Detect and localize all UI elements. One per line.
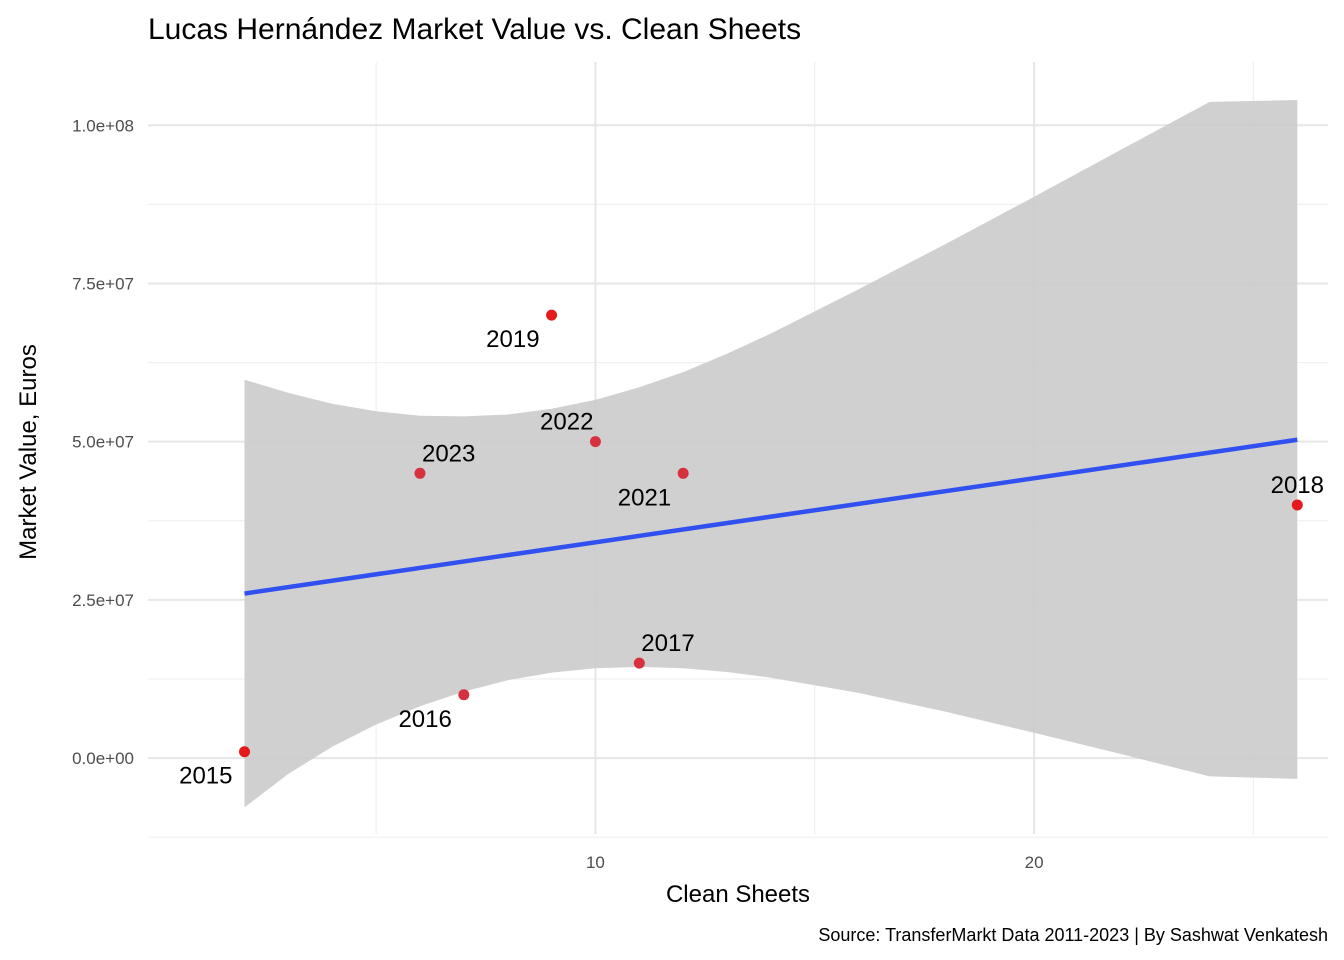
y-tick-label: 5.0e+07 [72, 433, 134, 452]
point-label: 2022 [540, 409, 593, 436]
chart-title: Lucas Hernández Market Value vs. Clean S… [148, 13, 801, 46]
data-point [239, 746, 251, 758]
point-label: 2015 [179, 763, 232, 790]
data-point [546, 309, 558, 321]
point-label: 2016 [398, 706, 451, 733]
y-tick-label: 0.0e+00 [72, 749, 134, 768]
confidence-band-layer [244, 100, 1298, 808]
point-label: 2021 [618, 484, 671, 511]
confidence-band [244, 100, 1298, 808]
x-tick-label: 10 [586, 853, 605, 872]
x-tick-label: 20 [1025, 853, 1044, 872]
data-point [458, 689, 470, 701]
y-tick-label: 1.0e+08 [72, 116, 134, 135]
point-labels-layer: 2015 2016 2017 2018 2019 2021 2022 2023 [179, 326, 1324, 790]
data-point [589, 436, 601, 448]
y-tick-label: 2.5e+07 [72, 591, 134, 610]
data-point [677, 467, 689, 479]
point-label: 2017 [641, 630, 694, 657]
trend-line-layer [244, 437, 1298, 596]
trend-line [244, 437, 1298, 596]
data-point [1291, 499, 1303, 511]
point-label: 2019 [486, 326, 539, 353]
y-axis-title: Market Value, Euros [15, 344, 42, 560]
points-layer [239, 309, 1303, 758]
point-label: 2023 [422, 440, 475, 467]
chart-caption: Source: TransferMarkt Data 2011-2023 | B… [818, 925, 1328, 945]
y-tick-label: 7.5e+07 [72, 274, 134, 293]
data-point [414, 467, 426, 479]
data-point [633, 657, 645, 669]
tick-labels-layer: 10 20 0.0e+00 2.5e+07 5.0e+07 7.5e+07 1.0e+08 [72, 116, 1043, 872]
point-label: 2018 [1271, 472, 1324, 499]
x-axis-title: Clean Sheets [666, 881, 810, 908]
